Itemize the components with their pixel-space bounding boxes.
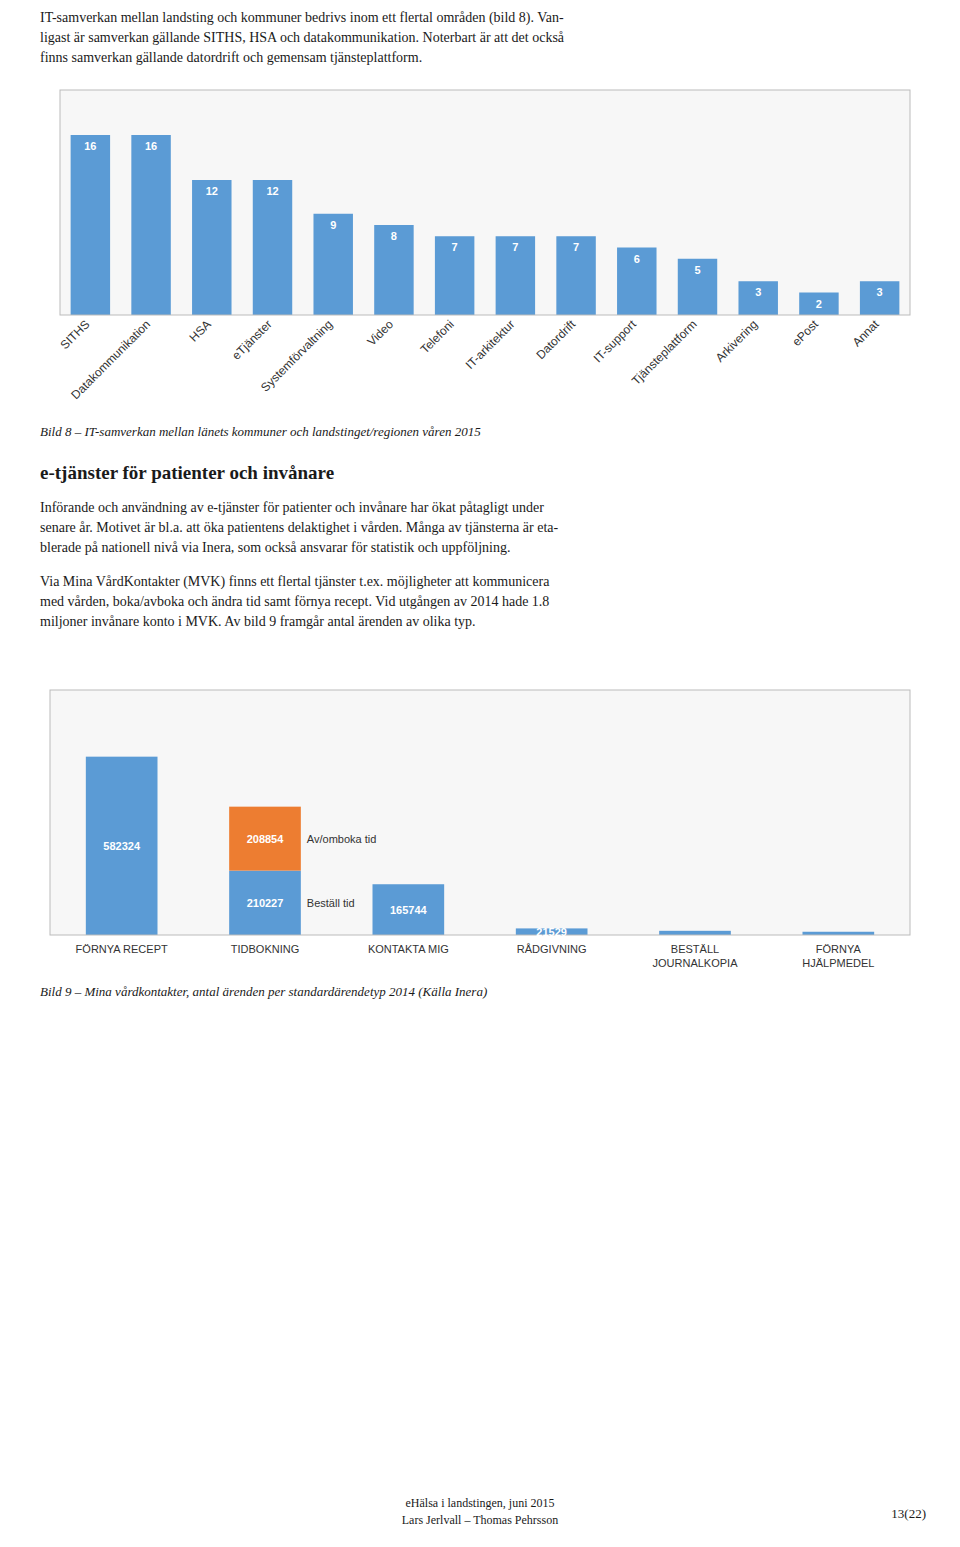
tick-label: KONTAKTA MIG: [368, 943, 449, 955]
bar: [253, 180, 292, 315]
paragraph-text: Införande och användning av e-tjänster f…: [40, 498, 544, 518]
tick-label: FÖRNYA RECEPT: [76, 943, 168, 955]
plot-background: [60, 90, 910, 315]
tick-label: SITHS: [58, 317, 93, 352]
bar: [86, 757, 158, 935]
data-label: 8: [391, 230, 397, 242]
bar: [192, 180, 231, 315]
paragraph-text: blerade på nationell nivå via Inera, som…: [40, 538, 510, 558]
chart: 16 16 12 12 9 8 7 7 7 6 5 3 2 3 SITHSDatakommunikation…: [40, 80, 920, 420]
data-label: 7: [573, 241, 579, 253]
bar: [860, 281, 899, 315]
bar: [799, 293, 838, 316]
data-label: 582324: [103, 840, 141, 852]
series-label: Av/omboka tid: [307, 833, 377, 845]
bar: [738, 281, 777, 315]
footer-text: eHälsa i landstingen, juni 2015: [0, 1496, 960, 1511]
data-label: 7: [512, 241, 518, 253]
data-label: 208854: [247, 833, 285, 845]
data-label: 21529: [536, 926, 567, 938]
footer-text: Lars Jerlvall – Thomas Pehrsson: [0, 1513, 960, 1528]
tick-label: eTjänster: [229, 317, 274, 362]
tick-label: ePost: [789, 317, 821, 349]
bar: [373, 884, 445, 935]
bar: [313, 214, 352, 315]
tick-label: Video: [365, 317, 397, 349]
bar: [86, 756, 158, 757]
bar: [229, 807, 301, 871]
data-label: 16: [84, 140, 96, 152]
plot-frame: [50, 690, 910, 935]
tick-label: BESTÄLL JOURNALKOPIA: [653, 943, 739, 969]
tick-label: Telefoni: [418, 317, 457, 356]
paragraph-text: Via Mina VårdKontakter (MVK) finns ett f…: [40, 572, 549, 592]
bar: [678, 259, 717, 315]
paragraph-text: med vården, boka/avboka och ändra tid sa…: [40, 592, 549, 612]
tick-label-line: KONTAKTA MIG: [368, 943, 449, 955]
bar: [229, 871, 301, 935]
data-label: 9: [330, 219, 336, 231]
tick-label: Annat: [850, 317, 883, 350]
paragraph-text: senare år. Motivet är bl.a. att öka pati…: [40, 518, 558, 538]
paragraph-text: miljoner invånare konto i MVK. Av bild 9…: [40, 612, 476, 632]
tick-label-line: TIDBOKNING: [231, 943, 299, 955]
bar: [131, 135, 170, 315]
bars: [71, 135, 900, 315]
tick-label: FÖRNYA HJÄLPMEDEL: [802, 943, 874, 969]
data-label: 16: [145, 140, 157, 152]
bar: [617, 248, 656, 316]
data-label: 12: [266, 185, 278, 197]
intro-text: IT-samverkan mellan landsting och kommun…: [40, 8, 564, 28]
data-label: 210227: [247, 897, 284, 909]
bar: [496, 236, 535, 315]
intro-text: finns samverkan gällande datordrift och …: [40, 48, 422, 68]
data-label: 6: [634, 253, 640, 265]
data-label: 165744: [390, 904, 428, 916]
tick-label: Datordrift: [533, 317, 578, 362]
bar: [435, 236, 474, 315]
tick-label: IT-support: [591, 317, 640, 366]
bar: [556, 236, 595, 315]
tick-label-line: RÅDGIVNING: [517, 943, 587, 955]
bar: [374, 225, 413, 315]
plot-frame: [60, 90, 910, 315]
data-label: 3: [755, 286, 761, 298]
data-label: 5: [694, 264, 700, 276]
data-label: 3: [877, 286, 883, 298]
tick-label: RÅDGIVNING: [517, 943, 587, 955]
plot-background: [50, 690, 910, 935]
tick-label: Arkivering: [713, 317, 761, 365]
tick-label: Systemförvaltning: [258, 317, 335, 394]
tick-label: HSA: [187, 317, 214, 344]
bar: [659, 931, 731, 935]
tick-label-line: JOURNALKOPIA: [653, 957, 739, 969]
data-label: 2: [816, 298, 822, 310]
page-number: 13(22): [891, 1506, 926, 1522]
series-label: Beställ tid: [307, 897, 355, 909]
bars: [86, 757, 874, 935]
tick-label: IT-arkitektur: [463, 317, 518, 372]
bar: [373, 884, 445, 885]
section-heading: e-tjänster för patienter och invånare: [40, 462, 334, 484]
intro-text: ligast är samverkan gällande SITHS, HSA …: [40, 28, 564, 48]
chart-caption: Bild 9 – Mina vårdkontakter, antal ärend…: [40, 984, 487, 1000]
bar: [803, 931, 875, 932]
chart: 582324 210227 165744 21529 208854 FÖRNYA RECE…: [40, 680, 920, 980]
tick-label: TIDBOKNING: [231, 943, 299, 955]
bar: [659, 930, 731, 931]
tick-label-line: BESTÄLL: [671, 943, 719, 955]
bar: [71, 135, 110, 315]
tick-label-line: HJÄLPMEDEL: [802, 957, 874, 969]
tick-label-line: FÖRNYA RECEPT: [76, 943, 168, 955]
chart-caption: Bild 8 – IT-samverkan mellan länets komm…: [40, 424, 481, 440]
tick-label: Tjänsteplattform: [629, 317, 700, 388]
data-label: 7: [452, 241, 458, 253]
tick-label: Datakommunikation: [68, 317, 153, 402]
data-label: 12: [206, 185, 218, 197]
tick-label-line: FÖRNYA: [816, 943, 862, 955]
